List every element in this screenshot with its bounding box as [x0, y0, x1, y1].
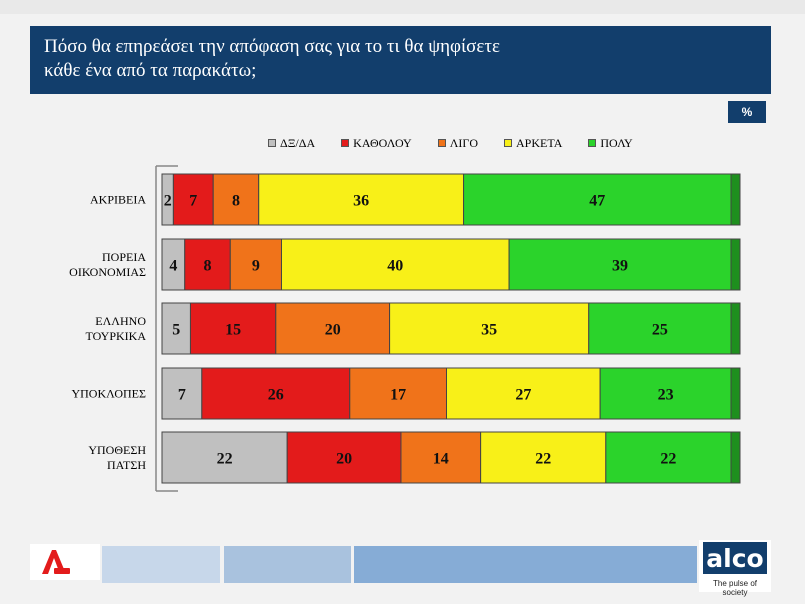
bar-segment: [588, 302, 732, 355]
legend-label-katholou: ΚΑΘΟΛΟΥ: [353, 135, 412, 150]
data-label: 22: [660, 451, 676, 468]
data-label: 15: [225, 322, 241, 339]
footer-band-3: [354, 546, 697, 583]
data-label: 40: [387, 258, 403, 275]
footer-band-1: [102, 546, 220, 583]
data-label: 8: [232, 193, 240, 210]
data-label: 39: [612, 258, 628, 275]
title-line-1: Πόσο θα επηρεάσει την απόφαση σας για το…: [44, 36, 500, 57]
bar-end-cap: [730, 302, 741, 355]
legend-label-arketa: ΑΡΚΕΤΑ: [516, 135, 563, 150]
bar-segment: [400, 431, 482, 484]
category-label-line: ΕΛΛΗΝΟ: [95, 314, 146, 328]
bar-segment: [599, 367, 732, 420]
category-label-line: ΟΙΚΟΝΟΜΙΑΣ: [69, 265, 146, 279]
bar-segment: [229, 238, 282, 291]
category-label-line: ΤΟΥΡΚΙΚΑ: [85, 329, 146, 343]
title-banner: Πόσο θα επηρεάσει την απόφαση σας για το…: [30, 26, 771, 94]
legend-item-dxda: ΔΞ/ΔΑ: [268, 136, 315, 151]
category-label: ΥΠΟΚΛΟΠΕΣ: [71, 387, 146, 401]
category-label: ΕΛΛΗΝΟ ΤΟΥΡΚΙΚΑ: [85, 314, 146, 343]
bar-segment: [280, 238, 510, 291]
legend-label-poly: ΠΟΛΥ: [600, 135, 633, 150]
data-label: 20: [336, 451, 352, 468]
legend-item-poly: ΠΟΛΥ: [588, 135, 633, 151]
bar-segment: [201, 367, 351, 420]
data-label: 22: [217, 451, 233, 468]
bar-segment: [463, 173, 732, 226]
bar-segment: [161, 367, 203, 420]
category-label-line: ΠΑΤΣΗ: [107, 458, 146, 472]
alco-logo: alco The pulse of society: [699, 540, 771, 597]
data-label: 9: [252, 258, 260, 275]
bar-segment: [212, 173, 260, 226]
bar-segment: [258, 173, 465, 226]
data-label: 26: [268, 387, 284, 404]
bar-end-cap: [730, 431, 741, 484]
category-label: ΥΠΟΘΕΣΗ ΠΑΤΣΗ: [88, 443, 146, 472]
chart-legend: ΔΞ/ΔΑ ΚΑΘΟΛΟΥ ΛΙΓΟ ΑΡΚΕΤΑ ΠΟΛΥ: [268, 133, 633, 153]
bar-segment: [184, 238, 231, 291]
data-label: 2: [164, 193, 172, 210]
legend-swatch-arketa: [504, 139, 513, 147]
alpha-news-logo: [30, 544, 100, 580]
bar-end-cap: [730, 367, 741, 420]
legend-swatch-ligo: [437, 139, 446, 147]
data-label: 35: [481, 322, 497, 339]
legend-swatch-katholou: [341, 139, 350, 147]
bar-end-cap: [730, 238, 741, 291]
category-label: ΠΟΡΕΙΑ ΟΙΚΟΝΟΜΙΑΣ: [69, 250, 146, 279]
data-label: 5: [172, 322, 180, 339]
data-label: 47: [589, 193, 605, 210]
category-label-line: ΠΟΡΕΙΑ: [102, 250, 146, 264]
data-label: 7: [189, 193, 197, 210]
data-label: 36: [353, 193, 369, 210]
legend-label-dxda: ΔΞ/ΔΑ: [280, 135, 316, 150]
category-label-line: ΥΠΟΘΕΣΗ: [88, 443, 146, 457]
bar-segment: [605, 431, 732, 484]
data-label: 22: [535, 451, 551, 468]
data-label: 20: [325, 322, 341, 339]
legend-label-ligo: ΛΙΓΟ: [449, 135, 479, 150]
legend-item-katholou: ΚΑΘΟΛΟΥ: [341, 136, 412, 151]
data-label: 7: [178, 387, 186, 404]
bar-segment: [161, 431, 288, 484]
bar-segment: [275, 302, 391, 355]
legend-swatch-dxda: [268, 139, 276, 147]
alco-wordmark: alco: [703, 542, 767, 574]
category-label: ΑΚΡΙΒΕΙΑ: [90, 193, 146, 207]
top-frame: [0, 0, 805, 14]
data-label: 25: [652, 322, 668, 339]
data-label: 23: [658, 387, 674, 404]
footer-band-2: [224, 546, 351, 583]
title-line-2: κάθε ένα από τα παρακάτω;: [44, 60, 257, 81]
bar-segment: [286, 431, 402, 484]
alco-tagline: The pulse of society: [712, 579, 758, 597]
bar-segment: [480, 431, 607, 484]
bar-segment: [446, 367, 601, 420]
bar-end-cap: [730, 173, 741, 226]
data-label: 4: [169, 258, 177, 275]
bar-segment: [389, 302, 590, 355]
percent-badge: %: [728, 101, 766, 123]
legend-swatch-poly: [588, 139, 597, 147]
legend-item-arketa: ΑΡΚΕΤΑ: [504, 136, 562, 151]
category-label-line: ΥΠΟΚΛΟΠΕΣ: [71, 387, 146, 401]
data-label: 8: [204, 258, 212, 275]
data-label: 17: [390, 387, 406, 404]
footer: [0, 540, 805, 604]
alpha-logo-icon: [42, 550, 70, 574]
data-label: 27: [515, 387, 531, 404]
legend-item-ligo: ΛΙΓΟ: [437, 135, 479, 151]
data-label: 14: [433, 451, 449, 468]
category-label-line: ΑΚΡΙΒΕΙΑ: [90, 193, 146, 207]
